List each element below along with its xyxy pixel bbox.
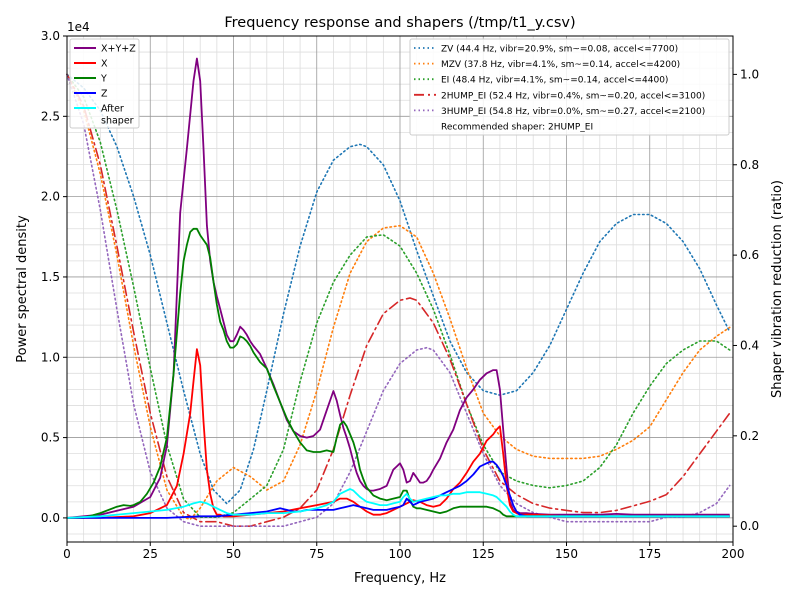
y2-tick-label: 0.0 bbox=[740, 519, 759, 533]
x-tick-label: 25 bbox=[143, 547, 158, 561]
legend-label: X bbox=[101, 59, 108, 70]
y2-tick-label: 0.6 bbox=[740, 248, 759, 262]
legend-shapers-box bbox=[409, 38, 730, 136]
x-tick-label: 0 bbox=[63, 547, 71, 561]
legend-label: Y bbox=[100, 74, 107, 85]
legend-label: X+Y+Z bbox=[101, 44, 136, 55]
legend-shapers: ZV (44.4 Hz, vibr=20.9%, sm~=0.08, accel… bbox=[409, 38, 730, 136]
y2-tick-label: 0.4 bbox=[740, 338, 759, 352]
x-axis-label: Frequency, Hz bbox=[354, 571, 446, 586]
y2-axis-label: Shaper vibration reduction (ratio) bbox=[770, 180, 785, 398]
y-tick-label: 2.5 bbox=[41, 109, 60, 123]
y-axis-label: Power spectral density bbox=[15, 215, 30, 363]
y-tick-label: 0.0 bbox=[41, 511, 60, 525]
psd-line-y bbox=[67, 227, 730, 519]
y-tick-label: 2.0 bbox=[41, 190, 60, 204]
y2-tick-label: 0.8 bbox=[740, 158, 759, 172]
legend-label: 3HUMP_EI (54.8 Hz, vibr=0.0%, sm~=0.27, … bbox=[441, 107, 705, 117]
x-tick-label: 125 bbox=[472, 547, 495, 561]
shaper-line-mzv bbox=[66, 73, 731, 521]
legend-label: MZV (37.8 Hz, vibr=4.1%, sm~=0.14, accel… bbox=[441, 60, 680, 70]
shaper-line-3hump-ei bbox=[66, 73, 731, 528]
y2-tick-label: 1.0 bbox=[740, 67, 759, 81]
x-tick-label: 175 bbox=[638, 547, 661, 561]
chart-title: Frequency response and shapers (/tmp/t1_… bbox=[224, 15, 575, 31]
x-tick-label: 150 bbox=[555, 547, 578, 561]
psd-line-after bbox=[66, 488, 730, 519]
y-tick-label: 3.0 bbox=[41, 29, 60, 43]
plot-series bbox=[66, 57, 731, 528]
legend-label: ZV (44.4 Hz, vibr=20.9%, sm~=0.08, accel… bbox=[441, 45, 678, 55]
y-tick-label: 1.0 bbox=[41, 350, 60, 364]
x-tick-label: 100 bbox=[389, 547, 412, 561]
legend-label: Z bbox=[101, 89, 108, 100]
legend-psd-box bbox=[69, 38, 140, 129]
legend-recommendation: Recommended shaper: 2HUMP_EI bbox=[441, 123, 593, 133]
legend-label: shaper bbox=[101, 116, 134, 127]
shaper-line-zv bbox=[66, 73, 731, 505]
y2-tick-label: 0.2 bbox=[740, 429, 759, 443]
x-tick-label: 75 bbox=[309, 547, 324, 561]
legend-label: EI (48.4 Hz, vibr=4.1%, sm~=0.14, accel<… bbox=[441, 76, 668, 86]
psd-line-x bbox=[67, 348, 730, 519]
psd-line-z bbox=[67, 460, 730, 519]
y-multiplier: 1e4 bbox=[67, 20, 90, 34]
y-tick-label: 1.5 bbox=[41, 270, 60, 284]
legend-label: 2HUMP_EI (52.4 Hz, vibr=0.4%, sm~=0.20, … bbox=[441, 91, 705, 101]
y-tick-label: 0.5 bbox=[41, 431, 60, 445]
legend-label: After bbox=[101, 104, 124, 115]
axes-ticks: 0 25 50 75 100 125 150 175 200 0.0 0.5 1.0 1.5 2.0 2.5… bbox=[41, 29, 759, 561]
x-tick-label: 50 bbox=[226, 547, 241, 561]
x-tick-label: 200 bbox=[722, 547, 745, 561]
